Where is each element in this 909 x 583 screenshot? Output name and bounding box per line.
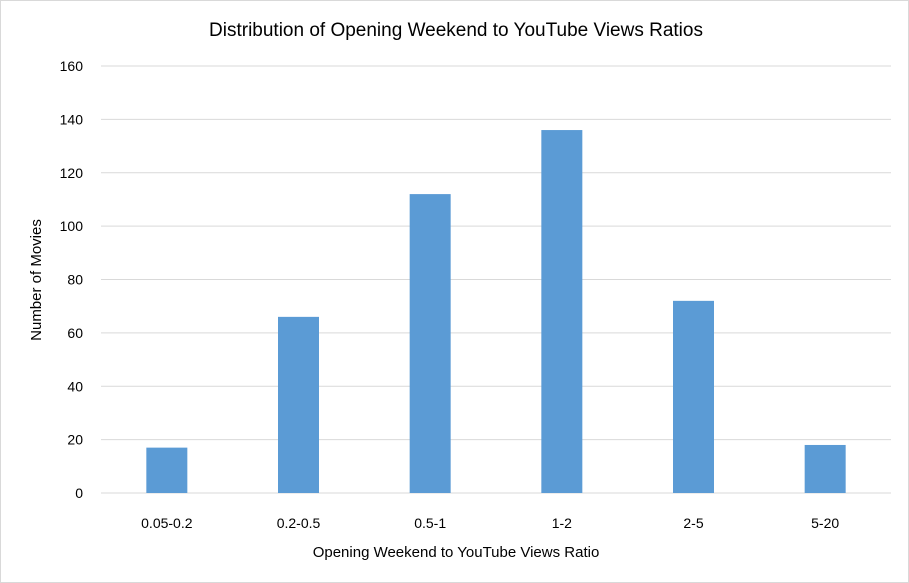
bar-0.05-0.2 — [146, 447, 188, 493]
y-tick-label: 100 — [60, 218, 84, 234]
x-tick-label: 2-5 — [683, 515, 703, 531]
y-tick-label: 120 — [60, 165, 84, 181]
y-tick-label: 60 — [67, 325, 83, 341]
bar-2-5 — [673, 300, 714, 493]
bar-0.5-1 — [409, 194, 451, 493]
x-tick-label: 0.2-0.5 — [277, 515, 321, 531]
bar-0.2-0.5 — [278, 316, 319, 493]
x-tick-label: 0.5-1 — [414, 515, 446, 531]
x-tick-label: 5-20 — [811, 515, 839, 531]
x-axis-label: Opening Weekend to YouTube Views Ratio — [313, 544, 600, 561]
bar-1-2 — [541, 130, 583, 494]
x-tick-labels: 0.05-0.2 0.2-0.5 0.5-1 1-2 2-5 5-20 — [141, 515, 839, 531]
gridlines — [101, 65, 891, 494]
x-tick-label: 0.05-0.2 — [141, 515, 193, 531]
y-tick-label: 80 — [67, 272, 83, 288]
bars — [146, 130, 846, 494]
y-tick-label: 0 — [75, 485, 83, 501]
y-tick-label: 140 — [60, 111, 84, 127]
bar-5-20 — [804, 444, 846, 493]
y-tick-label: 160 — [60, 58, 84, 74]
y-tick-labels: 0 20 40 60 80 100 120 140 160 — [60, 58, 84, 501]
chart-title: Distribution of Opening Weekend to YouTu… — [209, 20, 703, 41]
y-tick-label: 20 — [67, 432, 83, 448]
y-tick-label: 40 — [67, 378, 83, 394]
y-axis-label: Number of Movies — [28, 219, 45, 341]
x-tick-label: 1-2 — [552, 515, 572, 531]
